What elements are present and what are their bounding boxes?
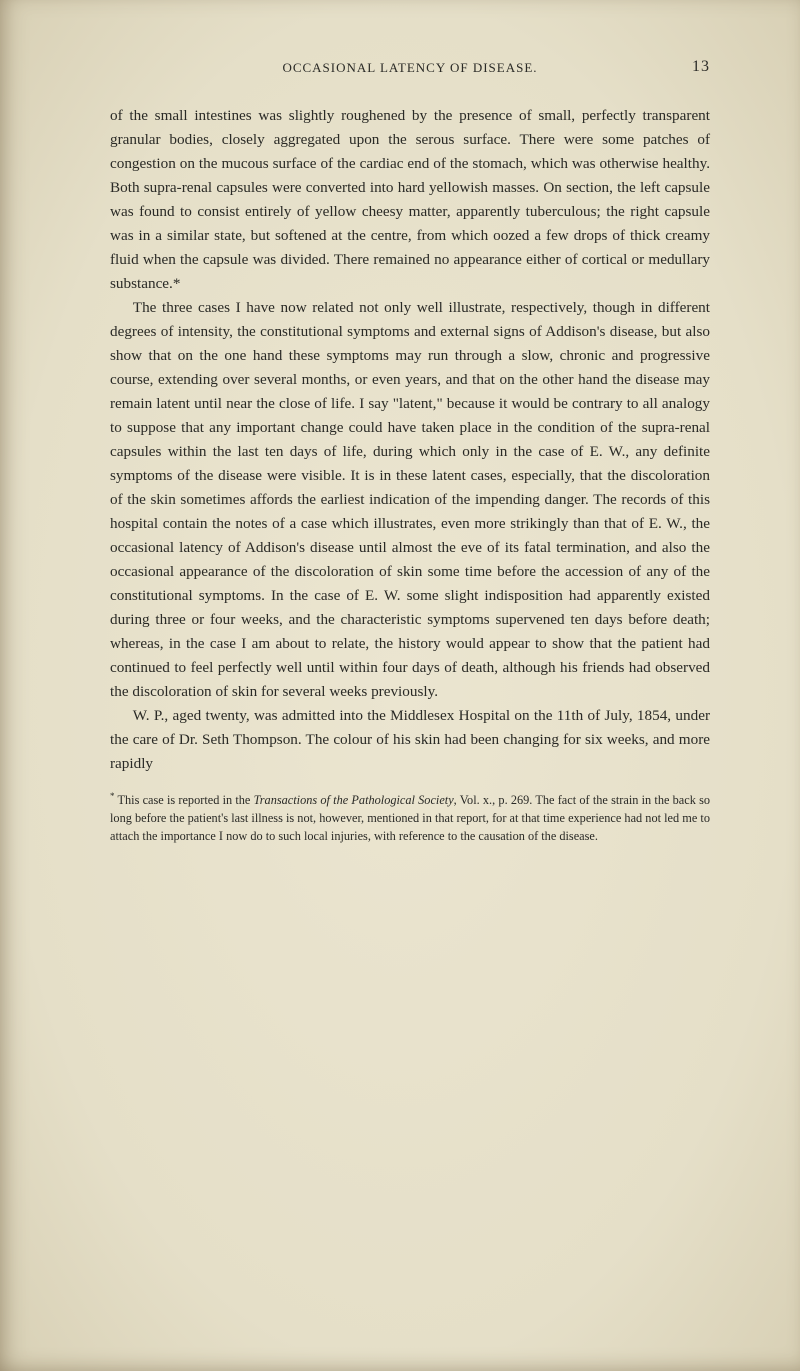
footnote-italic: Transactions of the Pathological Society xyxy=(254,794,454,808)
page-number: 13 xyxy=(692,58,710,76)
running-title: OCCASIONAL LATENCY OF DISEASE. xyxy=(282,60,537,75)
paragraph-1: of the small intestines was slightly rou… xyxy=(110,104,710,296)
footnote: * This case is reported in the Transacti… xyxy=(110,790,710,846)
footnote-text-1: This case is reported in the xyxy=(115,794,254,808)
running-head: OCCASIONAL LATENCY OF DISEASE. 13 xyxy=(110,60,710,76)
page-content: OCCASIONAL LATENCY OF DISEASE. 13 of the… xyxy=(0,0,800,906)
paragraph-3: W. P., aged twenty, was admitted into th… xyxy=(110,704,710,776)
paragraph-2: The three cases I have now related not o… xyxy=(110,296,710,704)
body-text: of the small intestines was slightly rou… xyxy=(110,104,710,776)
